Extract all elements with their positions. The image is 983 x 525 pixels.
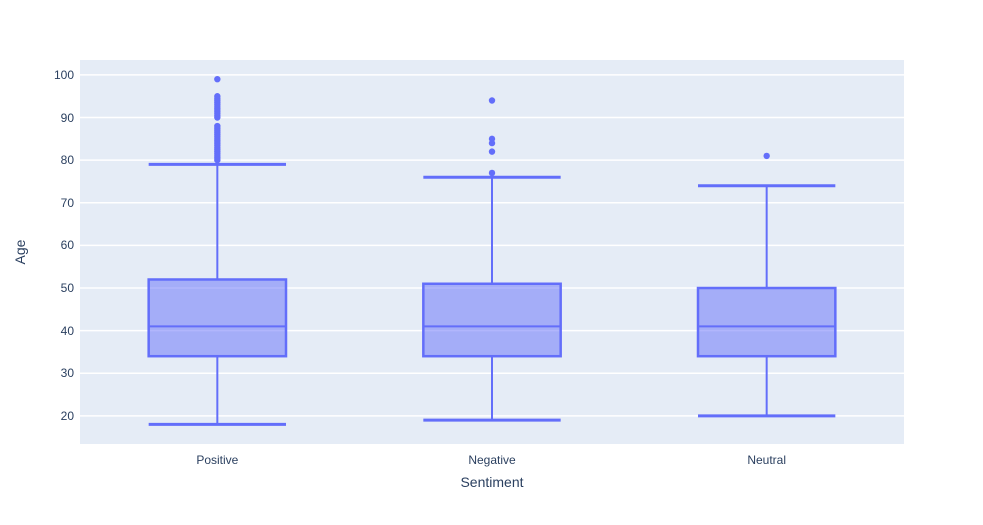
y-tick-label-100: 100 [53,67,74,82]
box-positive[interactable] [147,278,288,358]
x-tick-label-positive: Positive [196,453,239,467]
y-tick-label-80: 80 [60,153,74,168]
box-neutral[interactable] [696,286,837,358]
outlier-point-negative[interactable] [488,97,496,104]
outlier-point-neutral[interactable] [763,152,770,160]
y-tick-label-60: 60 [60,238,74,253]
y-tick-label-90: 90 [60,110,74,125]
outlier-point-positive[interactable] [214,75,221,83]
outlier-point-positive[interactable] [214,122,221,130]
outlier-point-negative[interactable] [488,135,496,143]
y-tick-label-50: 50 [60,281,74,295]
y-tick-label-40: 40 [60,323,74,338]
y-tick-label-30: 30 [60,366,74,381]
outlier-point-negative[interactable] [488,148,496,155]
x-axis-title: Sentiment [460,474,524,490]
y-tick-label-20: 20 [60,408,74,423]
x-tick-label-negative: Negative [468,453,516,467]
outlier-point-positive[interactable] [214,93,221,100]
y-axis-title: Age [12,239,28,265]
outlier-point-negative[interactable] [488,169,496,177]
box-negative[interactable] [422,282,562,358]
x-tick-label-neutral: Neutral [747,453,786,467]
y-tick-label-70: 70 [60,195,74,210]
